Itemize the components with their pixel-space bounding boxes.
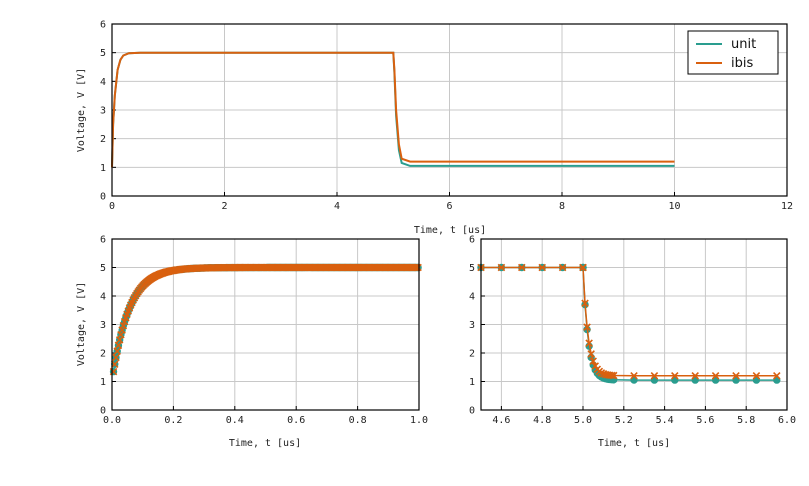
axes-frame xyxy=(480,238,788,411)
x-tick-label: 0.0 xyxy=(103,415,121,426)
x-tick-label: 5.8 xyxy=(737,415,755,426)
y-tick-label: 1 xyxy=(469,377,475,388)
bottom-right-x-label: Time, t [us] xyxy=(598,438,670,449)
x-tick-label: 10 xyxy=(668,201,680,212)
x-tick-label: 5.6 xyxy=(696,415,714,426)
legend-ibis-label: ibis xyxy=(731,56,753,71)
y-tick-label: 5 xyxy=(100,48,106,59)
data-point-ibis xyxy=(113,347,121,355)
x-tick-label: 0.6 xyxy=(287,415,305,426)
x-tick-label: 5.0 xyxy=(574,415,592,426)
y-tick-label: 2 xyxy=(100,349,106,360)
bottom-left-x-label: Time, t [us] xyxy=(229,438,301,449)
axes-frame xyxy=(111,23,788,197)
y-tick-label: 4 xyxy=(100,77,106,88)
data-point-ibis xyxy=(112,353,120,362)
x-tick-label: 2 xyxy=(221,201,227,212)
y-tick-label: 2 xyxy=(100,134,106,145)
x-tick-label: 0.8 xyxy=(349,415,367,426)
y-tick-label: 4 xyxy=(469,292,475,303)
axes-frame xyxy=(111,238,420,411)
y-tick-label: 5 xyxy=(469,263,475,274)
x-tick-label: 6.0 xyxy=(778,415,796,426)
x-tick-label: 1.0 xyxy=(410,415,428,426)
x-tick-label: 5.2 xyxy=(615,415,633,426)
y-tick-label: 3 xyxy=(100,320,106,331)
data-point-ibis xyxy=(110,360,119,369)
y-tick-label: 0 xyxy=(100,192,106,203)
top-chart-y-label: Voltage, V [V] xyxy=(76,68,87,152)
legend-frame xyxy=(687,30,779,75)
x-tick-label: 5.4 xyxy=(656,415,674,426)
series-line-ibis xyxy=(111,51,675,168)
data-point-ibis xyxy=(414,263,422,272)
x-tick-label: 4.6 xyxy=(492,415,510,426)
y-tick-label: 6 xyxy=(469,235,475,246)
x-tick-label: 8 xyxy=(559,201,565,212)
bottom-right-chart: 4.6 4.8 5.0 5.2 5.4 5.6 5.8 6.0 0 1 2 3 4 5 6 xyxy=(469,235,796,427)
legend: unit ibis xyxy=(687,30,779,75)
x-tick-label: 4 xyxy=(334,201,340,212)
y-tick-label: 6 xyxy=(100,235,106,246)
data-point-ibis xyxy=(411,263,420,272)
bottom-left-y-label: Voltage, V [V] xyxy=(76,282,87,366)
top-chart-x-label: Time, t [us] xyxy=(414,225,486,236)
y-tick-label: 4 xyxy=(100,292,106,303)
y-tick-label: 0 xyxy=(469,406,475,417)
legend-unit-label: unit xyxy=(731,37,756,52)
x-tick-label: 0.4 xyxy=(226,415,244,426)
y-tick-label: 1 xyxy=(100,163,106,174)
y-tick-label: 3 xyxy=(469,320,475,331)
data-point-ibis xyxy=(114,341,123,350)
y-tick-label: 0 xyxy=(100,406,106,417)
y-tick-label: 1 xyxy=(100,377,106,388)
x-tick-label: 0 xyxy=(109,201,115,212)
x-tick-label: 6 xyxy=(446,201,452,212)
y-tick-label: 3 xyxy=(100,106,106,117)
x-tick-label: 4.8 xyxy=(533,415,551,426)
y-tick-label: 5 xyxy=(100,263,106,274)
series-line-ibis xyxy=(481,266,777,377)
y-tick-label: 6 xyxy=(100,20,106,31)
bottom-left-chart: 0.0 0.2 0.4 0.6 0.8 1.0 0 1 2 3 4 5 6 xyxy=(100,235,428,427)
x-tick-label: 12 xyxy=(781,201,793,212)
x-tick-label: 0.2 xyxy=(164,415,182,426)
y-tick-label: 2 xyxy=(469,349,475,360)
